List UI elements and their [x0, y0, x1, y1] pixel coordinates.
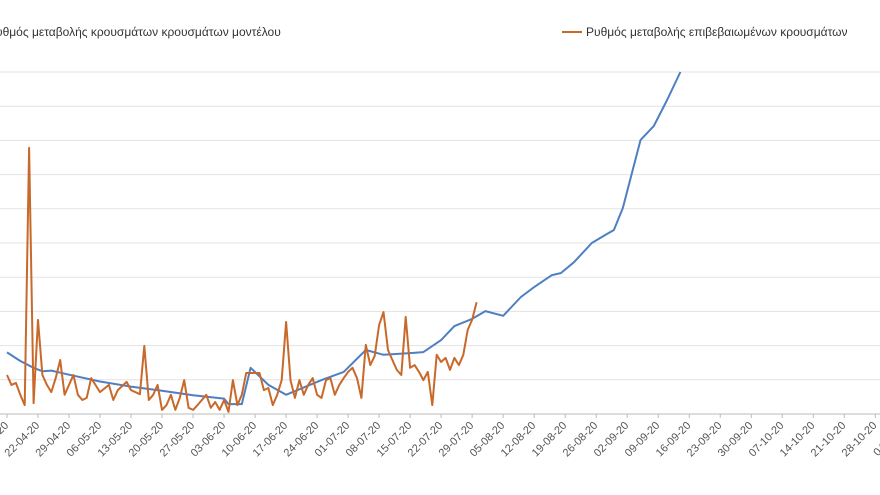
legend-label: Ρυθμός μεταβολής επιβεβαιωμένων κρουσμάτ…: [586, 25, 848, 39]
series-line: [6, 71, 682, 406]
series-line: [6, 146, 478, 413]
legend-label: Ρυθμός μεταβολής κρουσμάτων κρουσμάτων μ…: [0, 25, 281, 39]
